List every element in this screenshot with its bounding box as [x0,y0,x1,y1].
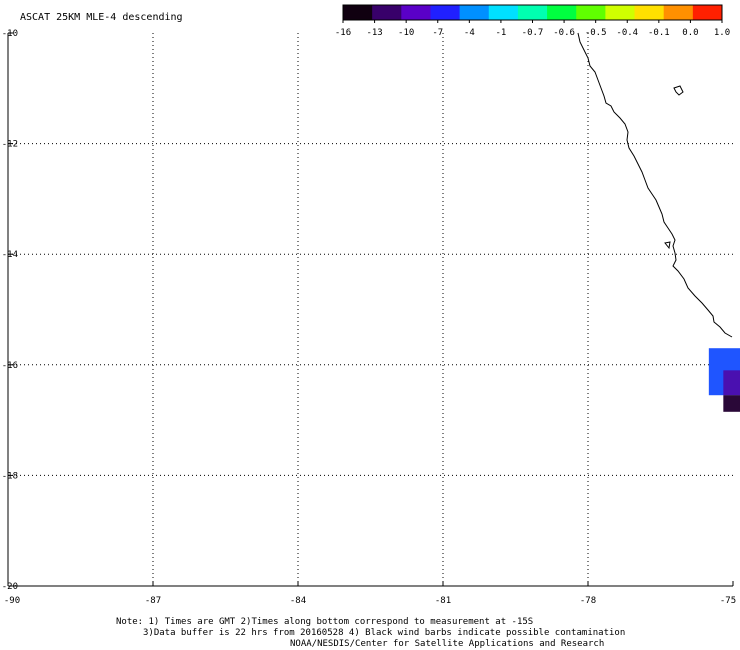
island-path [664,241,671,250]
colorbar-tick-label: 0.0 [682,28,698,38]
colorbar-swatch [517,5,548,20]
colorbar-tick-label: -0.6 [553,28,575,38]
island-path [673,85,684,96]
map-axes: -10 -12 -14 -16 -18 -20 -90 -87 -84 -81 -78 -75 [2,29,736,606]
colorbar: -16 -13 -10 -7 -4 -1 -0.7 -0.6 -0.5 -0.4 -0.1 0.0 1.… [335,4,730,38]
lon-tick-label: -87 [145,596,161,606]
colorbar-tick-label: -0.4 [616,28,638,38]
colorbar-tick-label: -0.1 [648,28,670,38]
footer-note-1: Note: 1) Times are GMT 2)Times along bot… [116,617,534,627]
colorbar-swatch [430,5,461,20]
colorbar-tick-label: 1.0 [714,28,730,38]
map-grid [8,33,733,586]
colorbar-swatch [488,5,519,20]
lat-tick-label: -18 [2,471,18,481]
colorbar-tick-label: -16 [335,28,351,38]
colorbar-swatch [663,5,694,20]
colorbar-swatch [576,5,606,20]
lat-tick-label: -20 [2,582,18,592]
coastline [577,32,733,338]
lon-tick-label: -90 [4,596,20,606]
colorbar-swatch [605,5,636,20]
colorbar-swatch [547,5,577,20]
colorbar-swatch [692,5,723,20]
coastline-path [577,32,733,338]
colorbar-tick-label: -4 [464,28,475,38]
colorbar-tick-label: -0.5 [585,28,607,38]
colorbar-tick-label: -10 [398,28,414,38]
lon-tick-label: -78 [580,596,596,606]
lon-tick-label: -84 [290,596,306,606]
footer-credit: NOAA/NESDIS/Center for Satellite Applica… [290,639,605,649]
colorbar-tick-label: -1 [495,28,506,38]
colorbar-tick-label: -13 [366,28,382,38]
colorbar-tick-label: -7 [432,28,443,38]
lat-tick-label: -12 [2,140,18,150]
colorbar-swatch [343,5,373,20]
data-cell [723,395,740,412]
colorbar-swatch [401,5,431,20]
map-title: ASCAT 25KM MLE-4 descending [20,12,183,23]
data-cells [708,348,740,412]
lon-tick-label: -75 [720,596,736,606]
lat-tick-label: -16 [2,361,18,371]
data-cell [723,370,740,396]
lat-tick-label: -10 [2,29,18,39]
colorbar-swatch [459,5,490,20]
colorbar-tick-label: -0.7 [522,28,544,38]
colorbar-swatch [634,5,665,20]
lon-tick-label: -81 [435,596,451,606]
lat-tick-label: -14 [2,250,18,260]
colorbar-swatch [372,5,402,20]
footer-note-2: 3)Data buffer is 22 hrs from 20160528 4)… [143,628,626,638]
